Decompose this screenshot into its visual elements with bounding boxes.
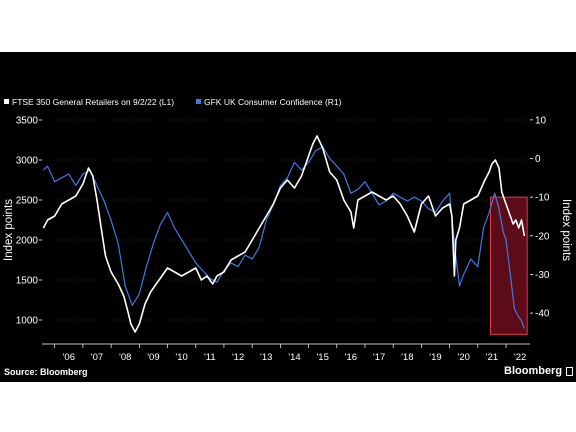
right-axis-tick-label: -30 <box>535 270 550 281</box>
left-axis-tick-label: 2000 <box>16 236 39 247</box>
x-axis-tick-label: '10 <box>175 352 187 363</box>
legend-item-retailers: FTSE 350 General Retailers on 9/2/22 (L1… <box>4 97 174 107</box>
x-axis-tick-label: '14 <box>288 352 300 363</box>
left-axis-tick-label: 2500 <box>16 196 39 207</box>
x-axis-tick-label: '21 <box>486 352 498 363</box>
x-axis-tick-label: '19 <box>429 352 441 363</box>
right-axis-tick-label: -40 <box>535 309 550 320</box>
brand-mark-icon <box>566 367 573 376</box>
x-axis-tick-label: '15 <box>316 352 328 363</box>
brand-logo: Bloomberg <box>504 365 563 377</box>
left-axis-tick-label: 1000 <box>16 316 39 327</box>
right-axis-tick-label: -10 <box>535 193 550 204</box>
x-axis-tick-label: '22 <box>514 352 526 363</box>
left-axis-label: Index points <box>3 199 15 261</box>
line-chart: 1000 1500 2000 2500 3000 3500 Index points 10 0 -… <box>3 115 572 363</box>
right-axis-label: Index points <box>560 199 572 261</box>
x-axis-tick-label: '20 <box>458 352 470 363</box>
legend-swatch-confidence <box>196 99 201 105</box>
x-axis-tick-label: '12 <box>232 352 244 363</box>
series-line-retailers <box>42 135 526 333</box>
x-axis-tick-label: '08 <box>119 352 131 363</box>
x-axis-tick-label: '17 <box>373 352 385 363</box>
legend-label-confidence: GFK UK Consumer Confidence (R1) <box>204 97 342 107</box>
x-axis-tick-label: '06 <box>63 352 75 363</box>
series-line-confidence <box>42 146 525 329</box>
page-subtitle: UK retailers are at risk of more downsid… <box>4 24 485 39</box>
x-axis-tick-label: '07 <box>91 352 103 363</box>
right-axis-tick-label: 10 <box>535 115 547 126</box>
x-axis-tick-label: '11 <box>204 352 216 363</box>
x-axis-tick-label: '13 <box>260 352 272 363</box>
chart-frame: 1000 1500 2000 2500 3000 3500 Index points 10 0 -… <box>0 52 576 382</box>
legend-swatch-retailers <box>4 99 9 105</box>
right-axis-tick-label: -20 <box>535 231 550 242</box>
legend-label-retailers: FTSE 350 General Retailers on 9/2/22 (L1… <box>12 97 175 107</box>
left-axis-tick-label: 3000 <box>16 156 39 167</box>
x-axis-tick-label: '09 <box>147 352 159 363</box>
source-note: Source: Bloomberg <box>4 367 88 377</box>
x-axis-tick-label: '18 <box>401 352 413 363</box>
legend-item-confidence: GFK UK Consumer Confidence (R1) <box>196 97 341 107</box>
right-axis-tick-label: 0 <box>535 154 541 165</box>
left-axis-tick-label: 1500 <box>16 276 39 287</box>
left-axis-tick-label: 3500 <box>16 116 39 127</box>
page-title: Caution <box>4 3 68 22</box>
x-axis-tick-label: '16 <box>345 352 357 363</box>
